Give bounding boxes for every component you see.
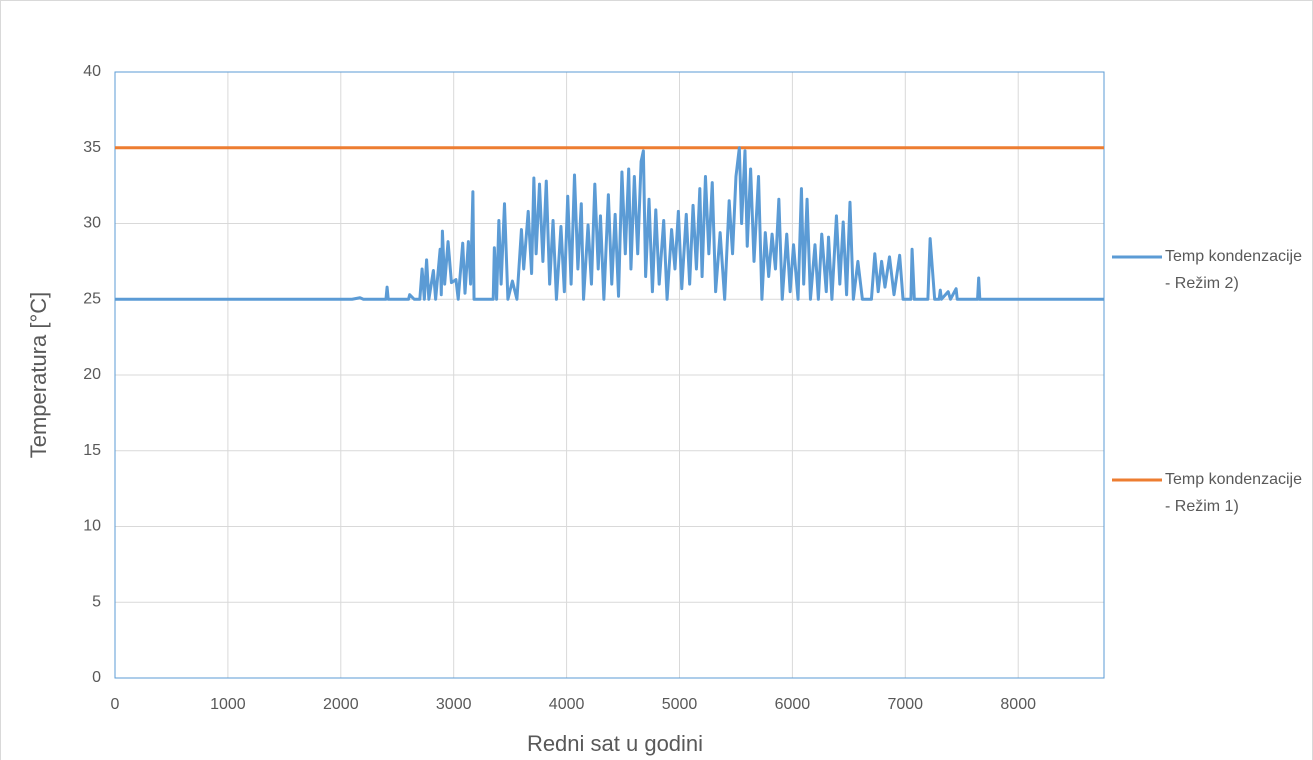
y-tick-label: 20	[83, 366, 101, 383]
x-tick-label: 6000	[775, 696, 811, 713]
x-tick-label: 0	[111, 696, 120, 713]
x-tick-label: 7000	[887, 696, 923, 713]
series-line	[115, 146, 1104, 301]
y-tick-label: 35	[83, 139, 101, 156]
x-axis-title: Redni sat u godini	[527, 731, 703, 756]
y-tick-label: 0	[92, 669, 101, 686]
x-tick-label: 3000	[436, 696, 472, 713]
y-axis-title: Temperatura [°C]	[26, 292, 51, 459]
x-tick-label: 8000	[1000, 696, 1036, 713]
x-tick-label: 2000	[323, 696, 359, 713]
x-tick-label: 1000	[210, 696, 246, 713]
x-tick-label: 5000	[662, 696, 698, 713]
y-tick-label: 30	[83, 215, 101, 232]
x-tick-label: 4000	[549, 696, 585, 713]
y-tick-label: 10	[83, 518, 101, 535]
y-tick-label: 40	[83, 63, 101, 80]
y-tick-label: 25	[83, 290, 101, 307]
legend-label: Temp kondenzacije - Režim 1)	[1165, 471, 1302, 515]
plot-border	[114, 71, 1105, 679]
y-tick-label: 5	[92, 593, 101, 610]
legend-label: Temp kondenzacije - Režim 2)	[1165, 248, 1302, 292]
y-tick-label: 15	[83, 442, 101, 459]
